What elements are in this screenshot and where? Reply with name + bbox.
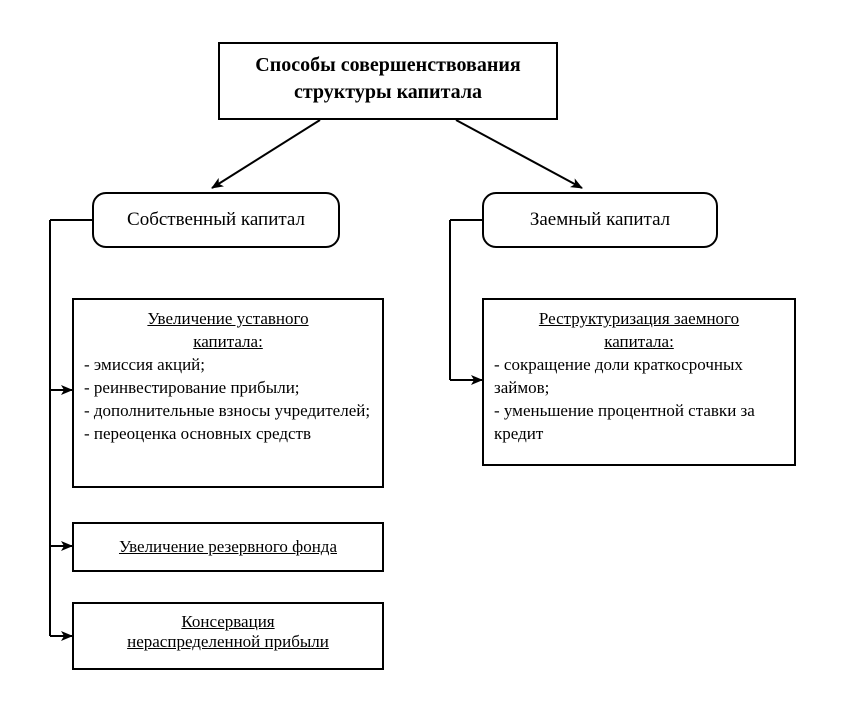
restructure-item-1: - уменьшение процентной ставки за кредит bbox=[494, 400, 784, 446]
node-borrowed-capital: Заемный капитал bbox=[482, 192, 718, 248]
charter-item-0: - эмиссия акций; bbox=[84, 354, 372, 377]
node-increase-charter-capital: Увеличение уставного капитала: - эмиссия… bbox=[72, 298, 384, 488]
restructure-heading-2: капитала: bbox=[494, 331, 784, 354]
restructure-item-0: - сокращение доли краткосрочных займов; bbox=[494, 354, 784, 400]
conservation-line-1: Консервация bbox=[84, 612, 372, 632]
node-own-capital: Собственный капитал bbox=[92, 192, 340, 248]
charter-item-3: - переоценка основных средств bbox=[84, 423, 372, 446]
charter-item-1: - реинвестирование прибыли; bbox=[84, 377, 372, 400]
title-box: Способы совершенствования структуры капи… bbox=[218, 42, 558, 120]
arrow-title-left bbox=[212, 120, 320, 188]
title-line-2: структуры капитала bbox=[230, 79, 546, 106]
charter-heading-2: капитала: bbox=[84, 331, 372, 354]
node-reserve-fund: Увеличение резервного фонда bbox=[72, 522, 384, 572]
arrow-title-right bbox=[456, 120, 582, 188]
node-conservation-profit: Консервация нераспределенной прибыли bbox=[72, 602, 384, 670]
restructure-heading-1: Реструктуризация заемного bbox=[494, 308, 784, 331]
charter-heading-1: Увеличение уставного bbox=[84, 308, 372, 331]
conservation-line-2: нераспределенной прибыли bbox=[84, 632, 372, 652]
charter-item-2: - дополнительные взносы учредителей; bbox=[84, 400, 372, 423]
node-restructure-debt: Реструктуризация заемного капитала: - со… bbox=[482, 298, 796, 466]
reserve-fund-label: Увеличение резервного фонда bbox=[119, 537, 337, 557]
title-line-1: Способы совершенствования bbox=[230, 52, 546, 79]
borrowed-capital-label: Заемный капитал bbox=[530, 209, 670, 230]
own-capital-label: Собственный капитал bbox=[127, 209, 305, 230]
